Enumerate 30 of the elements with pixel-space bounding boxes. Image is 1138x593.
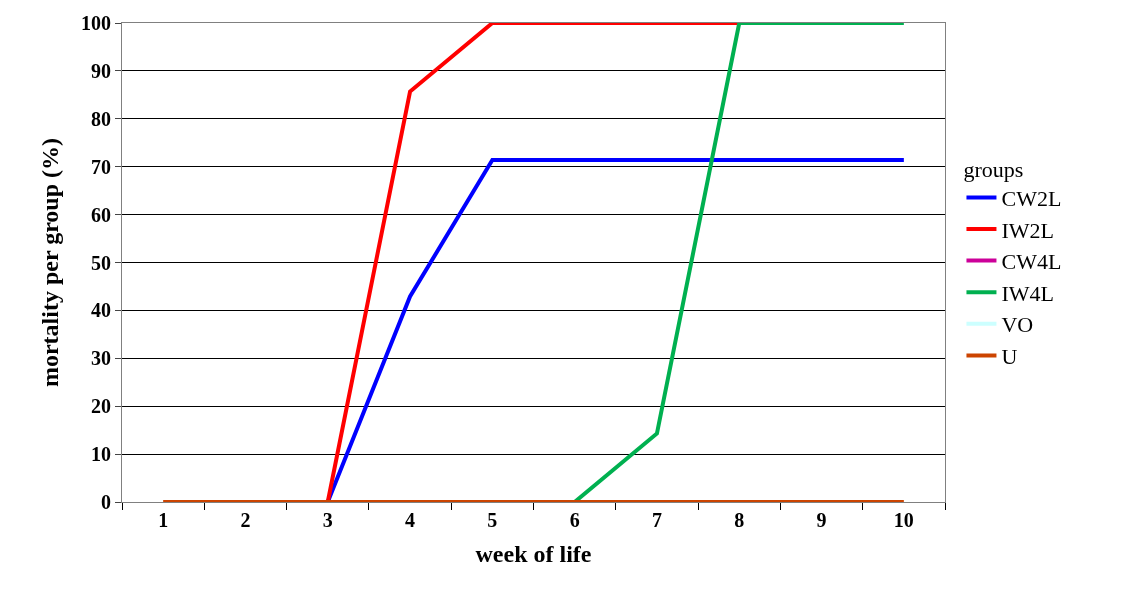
y-tick-label: 60: [91, 203, 111, 226]
legend-label: CW4L: [1001, 249, 1062, 275]
y-tick-label: 10: [91, 443, 111, 466]
x-tick-label: 8: [734, 509, 745, 531]
x-tick-label: 5: [487, 509, 498, 531]
legend-label: CW2L: [1001, 185, 1062, 211]
x-tick-label: 1: [158, 509, 169, 531]
y-tick-label: 40: [91, 299, 111, 322]
x-tick-label: 6: [569, 509, 580, 531]
y-axis-title: mortality per group (%): [37, 137, 64, 388]
legend-label: IW2L: [1001, 217, 1054, 243]
y-tick-label: 80: [91, 107, 111, 130]
x-tick-label: 3: [322, 509, 333, 531]
y-tick-label: 0: [101, 491, 111, 513]
y-tick-label: 20: [91, 395, 111, 418]
y-tick-label: 70: [91, 155, 111, 178]
legend-title: groups: [963, 156, 1024, 182]
x-tick-label: 2: [240, 509, 251, 531]
y-tick-label: 90: [91, 59, 111, 82]
y-tick-label: 50: [91, 251, 111, 274]
x-tick-label: 4: [405, 509, 416, 531]
legend-label: VO: [1001, 312, 1034, 338]
x-tick-label: 10: [893, 509, 914, 531]
x-tick-label: 9: [816, 509, 827, 531]
legend-label: IW4L: [1001, 280, 1054, 306]
y-tick-label: 100: [81, 12, 111, 34]
x-tick-label: 7: [651, 509, 662, 531]
legend-label: U: [1001, 343, 1018, 369]
x-axis-title: week of life: [475, 541, 592, 568]
y-tick-label: 30: [91, 347, 111, 370]
